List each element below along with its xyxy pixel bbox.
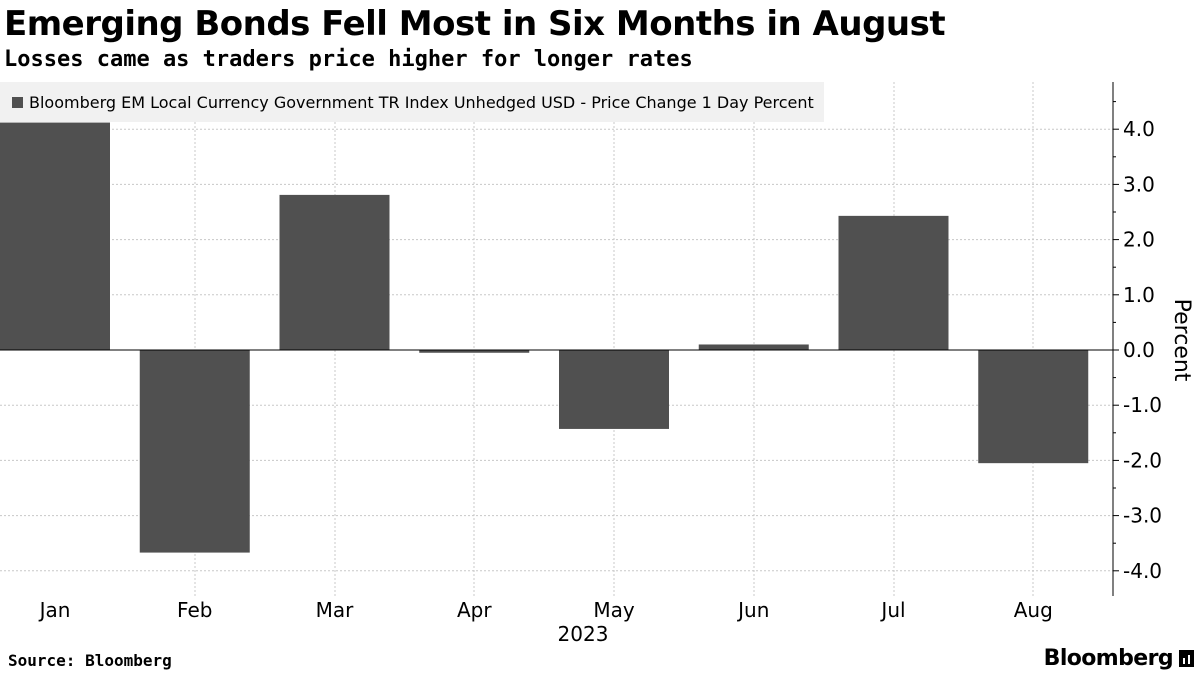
x-tick-label: Apr: [457, 598, 492, 622]
bar-jun: [698, 344, 809, 350]
chart-subtitle: Losses came as traders price higher for …: [4, 47, 693, 72]
y-tick-label: -2.0: [1123, 448, 1162, 472]
y-tick-label: 4.0: [1123, 117, 1155, 141]
x-tick-label: May: [593, 598, 635, 622]
logo-text: Bloomberg: [1043, 646, 1174, 671]
y-axis-label: Percent: [1169, 299, 1194, 382]
y-tick-label: -1.0: [1123, 393, 1162, 417]
y-tick-label: 3.0: [1123, 172, 1155, 196]
bar-mar: [279, 194, 390, 350]
bars: [0, 122, 1089, 553]
legend-swatch: [12, 96, 23, 108]
bar-apr: [419, 350, 530, 353]
x-tick-label: Mar: [316, 598, 355, 622]
bar-jan: [0, 122, 110, 351]
x-axis-label: 2023: [558, 622, 609, 646]
y-tick-label: 1.0: [1123, 283, 1155, 307]
y-tick-label: -3.0: [1123, 504, 1162, 528]
x-tick-label: Feb: [177, 598, 212, 622]
x-tick-label: Jan: [38, 598, 71, 622]
bar-jul: [838, 215, 949, 350]
axes: [0, 82, 1119, 596]
legend: Bloomberg EM Local Currency Government T…: [0, 82, 824, 122]
y-tick-label: 2.0: [1123, 228, 1155, 252]
x-tick-label: Aug: [1014, 598, 1053, 622]
bar-chart-icon: [1179, 650, 1194, 667]
x-tick-label: Jul: [879, 598, 905, 622]
chart-title: Emerging Bonds Fell Most in Six Months i…: [4, 4, 946, 44]
bloomberg-logo: Bloomberg: [1044, 646, 1194, 671]
bar-feb: [139, 350, 250, 553]
y-tick-label: -4.0: [1123, 559, 1162, 583]
bar-may: [559, 350, 669, 429]
y-tick-label: 0.0: [1123, 338, 1155, 362]
x-tick-label: Jun: [736, 598, 769, 622]
source-note: Source: Bloomberg: [8, 651, 172, 670]
legend-label: Bloomberg EM Local Currency Government T…: [29, 92, 814, 112]
axis-labels: 4.0 3.0 2.0 1.0 0.0 -1.0 -2.0 -3.0 -4.0 Jan Feb Mar…: [38, 117, 1194, 646]
bar-aug: [978, 350, 1089, 464]
